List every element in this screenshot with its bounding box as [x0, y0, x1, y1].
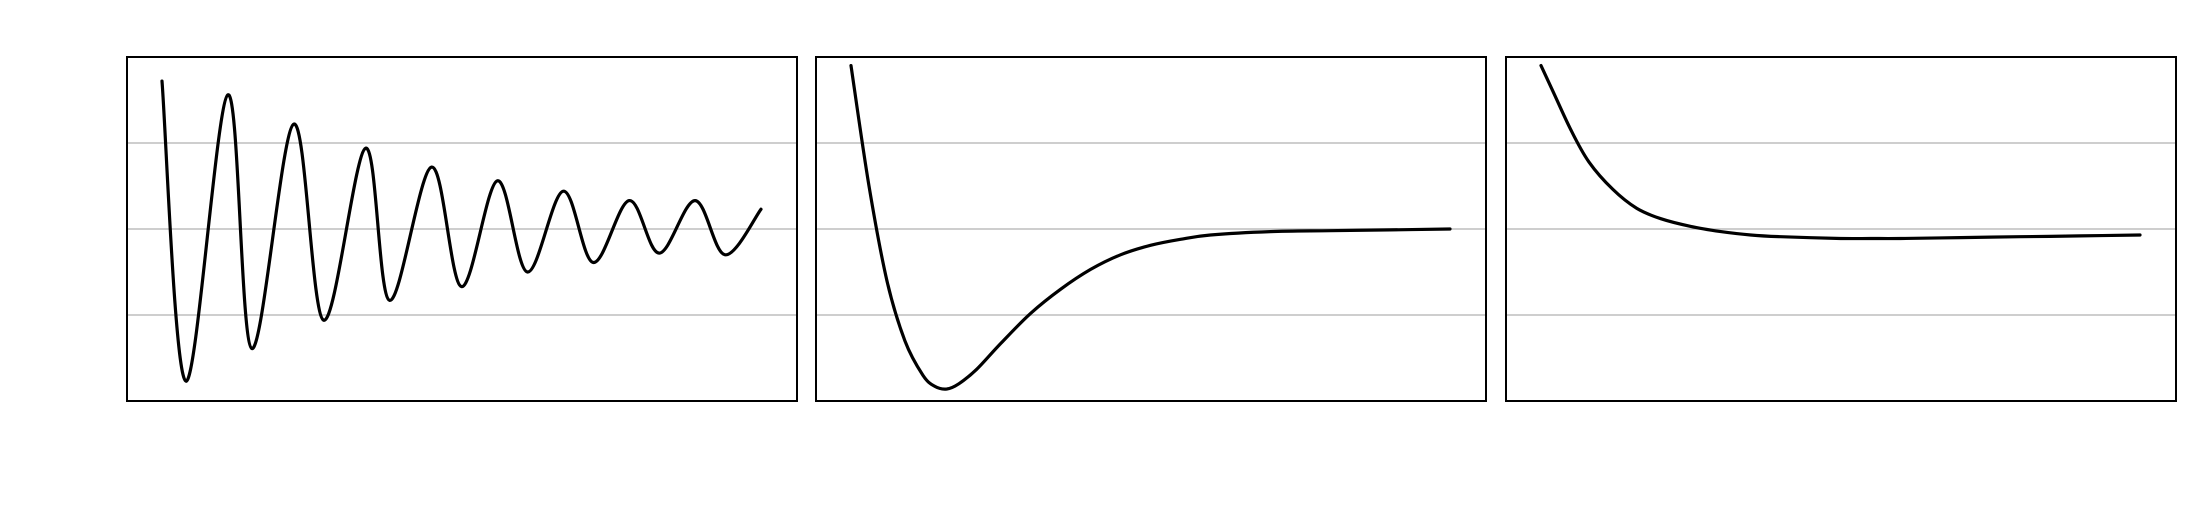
plot-frame [126, 56, 798, 402]
chart-panel-2 [815, 56, 1487, 402]
series-line-1 [849, 63, 1452, 391]
chart-panel-1 [126, 56, 798, 402]
series-line-1 [160, 79, 763, 383]
plot-frame [1505, 56, 2177, 402]
chart-panel-3 [1505, 56, 2177, 402]
plot-frame [815, 56, 1487, 402]
series-line-1 [1539, 63, 2142, 241]
